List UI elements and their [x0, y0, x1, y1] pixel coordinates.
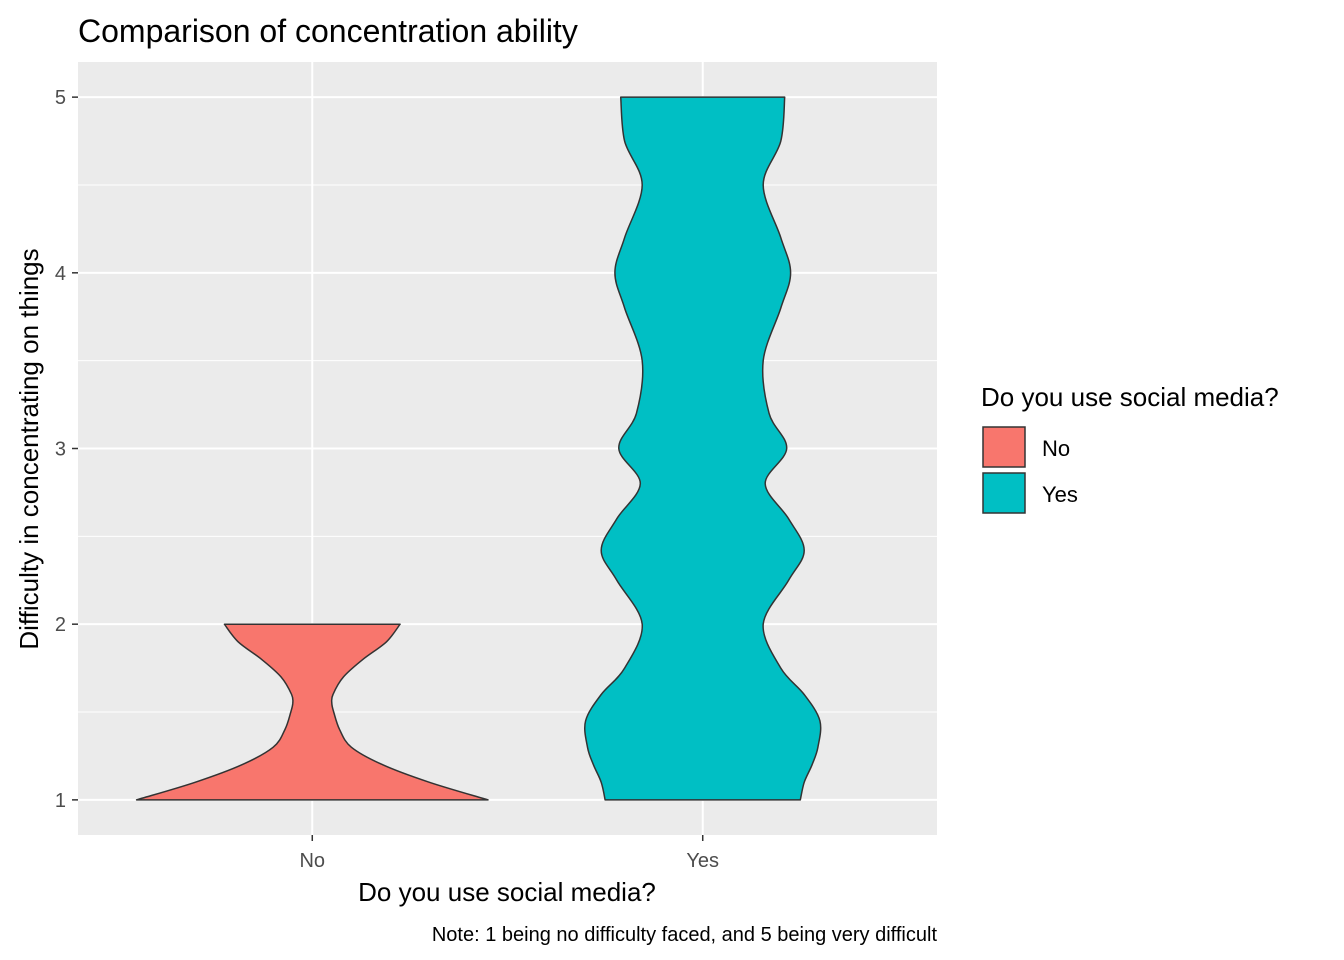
x-tick-label: No — [299, 850, 325, 872]
legend-label-yes: Yes — [1042, 482, 1078, 507]
y-tick-label: 3 — [55, 439, 66, 461]
violin-yes — [583, 96, 822, 801]
violins — [135, 96, 822, 801]
x-tick-label: Yes — [686, 850, 719, 872]
y-axis-title: Difficulty in concentrating on things — [14, 248, 44, 649]
y-tick-label: 5 — [55, 87, 66, 109]
legend-key-no — [982, 426, 1026, 468]
legend-key-yes — [982, 472, 1026, 514]
y-axis-ticks: 1 2 3 4 5 — [55, 87, 78, 812]
chart-caption: Note: 1 being no difficulty faced, and 5… — [432, 924, 938, 946]
y-tick-label: 1 — [55, 790, 66, 812]
legend: Do you use social media? No Yes — [981, 382, 1279, 514]
legend-title: Do you use social media? — [981, 382, 1279, 412]
violin-no — [135, 623, 489, 801]
legend-label-no: No — [1042, 436, 1070, 461]
x-axis-ticks: No Yes — [299, 835, 719, 872]
x-axis-title: Do you use social media? — [358, 877, 656, 907]
y-tick-label: 2 — [55, 614, 66, 636]
chart-title: Comparison of concentration ability — [78, 13, 578, 49]
y-tick-label: 4 — [55, 263, 66, 285]
